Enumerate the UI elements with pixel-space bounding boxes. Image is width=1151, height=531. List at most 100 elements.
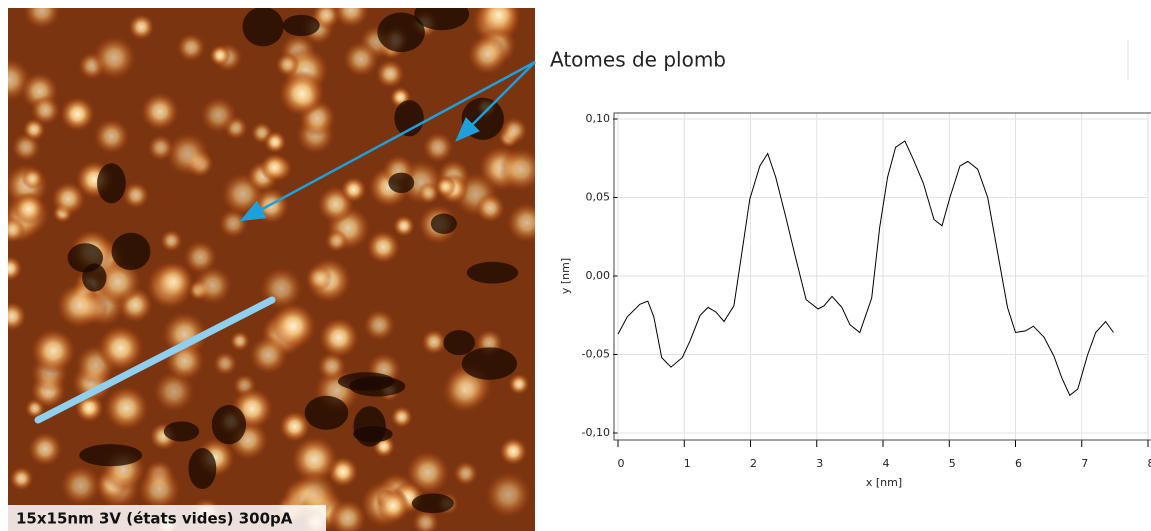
dark-patch [163, 421, 200, 442]
atom-blob [59, 96, 96, 132]
atom-blob [508, 373, 530, 395]
atom-blob [93, 118, 130, 155]
atom-blob [375, 488, 411, 524]
dark-patch [414, 8, 470, 31]
atom-blob [153, 261, 194, 302]
dark-patch [461, 97, 504, 140]
atom-blob [193, 265, 233, 306]
atom-blob [412, 508, 440, 531]
atom-blob [22, 8, 61, 30]
atom-blob [30, 328, 77, 374]
y-tick-label: 0,10 [586, 112, 611, 125]
atom-blob [328, 499, 367, 531]
atom-blob [140, 92, 180, 131]
dark-patch [461, 347, 518, 380]
atom-blob [375, 59, 405, 89]
atom-blob [94, 258, 142, 306]
atom-blob [8, 255, 23, 282]
atom-blob [176, 32, 206, 63]
x-axis-label: x [nm] [866, 476, 902, 489]
atom-blob [103, 385, 150, 431]
atom-blob [30, 95, 61, 126]
atom-blob [209, 44, 231, 67]
atom-blob [498, 147, 535, 192]
x-tick-label: 6 [1015, 457, 1022, 470]
x-tick-label: 8 [1148, 457, 1151, 470]
atom-blob [392, 214, 416, 238]
atom-blob [422, 131, 454, 164]
dark-patch [282, 14, 320, 37]
atom-blob [128, 13, 155, 41]
atom-blob [467, 33, 509, 75]
atom-blob [212, 351, 238, 376]
x-tick-label: 7 [1081, 457, 1088, 470]
dark-patch [377, 12, 425, 53]
atom-blob [275, 52, 300, 77]
dark-patch [337, 372, 395, 391]
atom-blob [332, 8, 370, 29]
annotation: Atomes de plomb [550, 48, 726, 72]
atom-blob [441, 367, 488, 414]
dark-patch [430, 213, 457, 234]
atom-blob [366, 229, 401, 264]
dark-patch [388, 172, 415, 194]
atom-blob [269, 302, 317, 350]
y-tick-label: 0,05 [586, 191, 611, 204]
atom-blob [317, 351, 347, 382]
atom-blob [199, 96, 238, 134]
atom-blob [417, 182, 440, 205]
x-tick-label: 2 [750, 457, 757, 470]
atom-blob [137, 467, 182, 512]
dark-patch [188, 448, 217, 490]
atom-blob [248, 335, 289, 375]
arrow [239, 60, 536, 222]
atom-blob [342, 40, 380, 78]
atom-blob [229, 330, 251, 352]
atom-blob [305, 264, 333, 292]
dark-patch [97, 163, 126, 204]
x-tick-label: 4 [883, 457, 890, 470]
atom-blob [390, 405, 413, 429]
y-tick-label: -0,05 [582, 348, 610, 361]
stm-image [8, 8, 535, 531]
chart: -0,10 -0,05 0,00 0,05 0,10 0 1 2 3 4 5 6 7 8 x [nm] y [… [559, 112, 1151, 489]
atom-blob [476, 8, 522, 38]
atom-blob [183, 240, 218, 275]
atom-blob [59, 464, 102, 507]
y-tick-label: -0,10 [582, 426, 610, 439]
caption-box [8, 505, 326, 531]
atom-blob [500, 116, 528, 145]
y-axis-label: y [nm] [559, 258, 572, 294]
dark-patch [411, 493, 454, 514]
atom-blob [318, 317, 360, 359]
atom-blob [91, 35, 137, 81]
atom-blob [97, 324, 144, 372]
atom-blob [340, 176, 367, 203]
atom-blob [453, 460, 479, 487]
arrow [455, 61, 536, 142]
dark-patch [443, 330, 475, 356]
profile-line [34, 296, 276, 424]
atom-blob [278, 410, 311, 443]
atom-blob [165, 131, 211, 177]
atom-blob [362, 308, 396, 342]
x-tick-label: 5 [949, 457, 956, 470]
atom-blob [147, 134, 175, 162]
atom-blob [8, 301, 27, 332]
atom-blob [122, 181, 150, 209]
atom-blob [278, 70, 326, 117]
dark-patch [211, 405, 247, 445]
atom-blob [51, 181, 86, 216]
atom-blob [506, 201, 535, 244]
atom-blob [21, 167, 44, 190]
dark-patch [242, 8, 284, 47]
atom-blob [475, 193, 506, 224]
atom-blob [9, 466, 34, 491]
atom-blob [159, 229, 183, 253]
y-tick-label: 0,00 [586, 269, 611, 282]
atom-blob [263, 130, 287, 154]
dark-patch [304, 395, 349, 430]
dark-patch [353, 425, 393, 443]
